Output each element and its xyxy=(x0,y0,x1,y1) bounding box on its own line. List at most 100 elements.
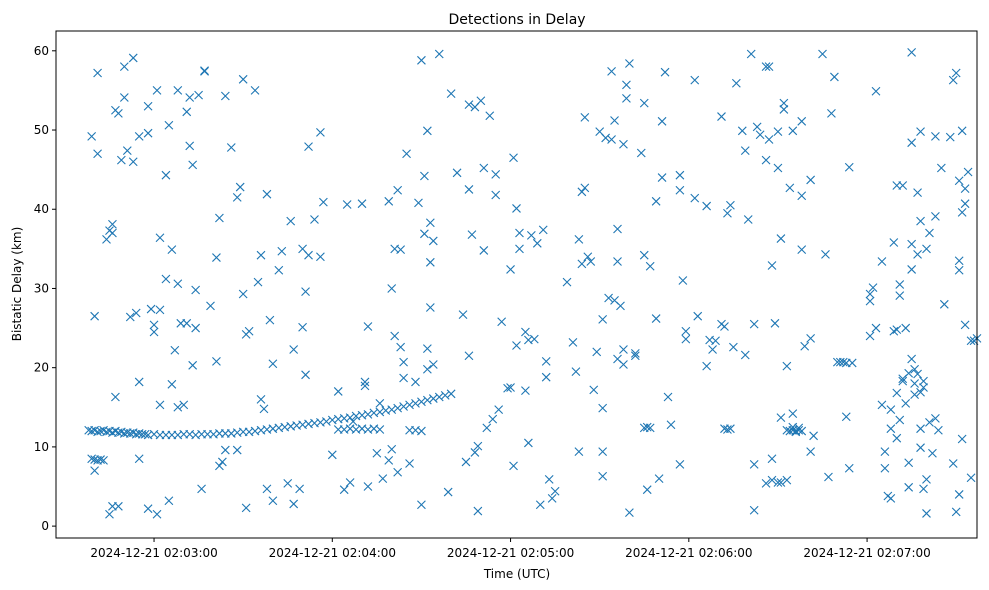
data-point xyxy=(387,444,397,454)
data-point xyxy=(446,389,456,399)
data-point xyxy=(574,234,584,244)
data-point xyxy=(586,257,596,266)
data-point xyxy=(693,311,703,321)
data-point xyxy=(321,417,331,426)
data-point xyxy=(114,501,123,511)
data-point xyxy=(830,72,839,82)
data-point xyxy=(806,333,816,343)
data-point xyxy=(642,422,652,432)
data-point xyxy=(773,127,783,136)
data-point xyxy=(723,425,732,434)
data-point xyxy=(149,327,159,337)
data-point xyxy=(547,494,557,503)
data-point xyxy=(164,496,174,506)
data-point xyxy=(767,475,777,485)
data-point xyxy=(773,163,783,173)
data-point xyxy=(779,98,789,108)
data-point xyxy=(357,199,367,209)
data-point xyxy=(571,367,581,377)
data-point xyxy=(384,196,394,206)
data-point xyxy=(301,370,310,380)
data-point xyxy=(797,245,807,255)
data-point xyxy=(182,318,192,328)
data-point xyxy=(844,162,854,172)
data-point xyxy=(847,358,857,368)
data-point xyxy=(886,424,896,434)
data-point xyxy=(375,407,385,417)
data-point xyxy=(841,412,851,422)
data-point xyxy=(580,112,590,122)
data-point xyxy=(957,126,967,136)
data-point xyxy=(327,450,337,460)
data-point xyxy=(957,208,967,217)
data-point xyxy=(232,445,242,455)
data-point xyxy=(711,336,720,346)
data-point xyxy=(425,303,435,312)
data-point xyxy=(521,327,530,337)
data-point xyxy=(613,257,622,266)
data-point xyxy=(479,246,489,255)
data-point xyxy=(630,349,640,358)
data-point xyxy=(378,474,388,483)
data-point xyxy=(188,160,198,170)
data-point xyxy=(458,310,468,319)
data-point xyxy=(960,320,970,330)
data-point xyxy=(886,494,896,503)
data-point xyxy=(889,238,899,247)
data-point xyxy=(797,116,807,126)
data-point xyxy=(809,431,818,441)
data-point xyxy=(360,381,370,391)
data-point xyxy=(613,224,622,234)
data-point xyxy=(250,86,260,95)
data-point xyxy=(728,342,738,352)
data-point xyxy=(310,215,319,224)
data-point xyxy=(639,98,649,108)
data-point xyxy=(173,402,183,412)
data-point xyxy=(541,372,551,382)
data-point xyxy=(99,455,108,465)
data-point xyxy=(948,459,958,468)
data-point xyxy=(717,112,726,121)
data-point xyxy=(764,62,774,72)
data-point xyxy=(105,509,114,519)
data-point xyxy=(898,376,908,386)
data-point xyxy=(907,138,917,148)
data-point xyxy=(907,354,917,364)
data-point xyxy=(461,457,471,467)
data-point xyxy=(372,448,382,458)
data-point xyxy=(622,93,631,103)
data-point xyxy=(90,311,100,321)
plot-frame xyxy=(55,30,978,539)
data-point xyxy=(895,291,905,300)
data-point xyxy=(295,484,305,494)
data-point xyxy=(910,379,919,388)
data-point xyxy=(880,447,890,457)
x-tick-label: 2024-12-21 02:06:00 xyxy=(625,546,752,560)
data-point xyxy=(663,392,673,402)
data-point xyxy=(497,317,507,327)
data-point xyxy=(871,323,881,333)
data-point xyxy=(583,252,593,262)
data-point xyxy=(345,478,355,487)
data-point xyxy=(764,135,774,144)
data-point xyxy=(928,448,937,458)
data-point xyxy=(651,196,661,206)
y-tick-label: 50 xyxy=(34,123,49,137)
x-tick-label: 2024-12-21 02:05:00 xyxy=(447,546,574,560)
y-tick-label: 0 xyxy=(41,519,49,533)
data-point xyxy=(625,508,634,518)
data-point xyxy=(244,326,254,336)
data-point xyxy=(782,475,792,485)
data-point xyxy=(562,277,572,287)
data-point xyxy=(503,383,512,393)
data-point xyxy=(957,434,967,444)
data-point xyxy=(788,126,798,136)
data-point xyxy=(785,183,795,193)
data-point xyxy=(538,225,548,235)
data-point xyxy=(345,413,355,422)
data-point xyxy=(488,414,498,424)
data-point xyxy=(422,126,432,136)
data-point xyxy=(619,360,628,369)
data-point xyxy=(523,438,533,448)
data-point xyxy=(360,377,370,387)
